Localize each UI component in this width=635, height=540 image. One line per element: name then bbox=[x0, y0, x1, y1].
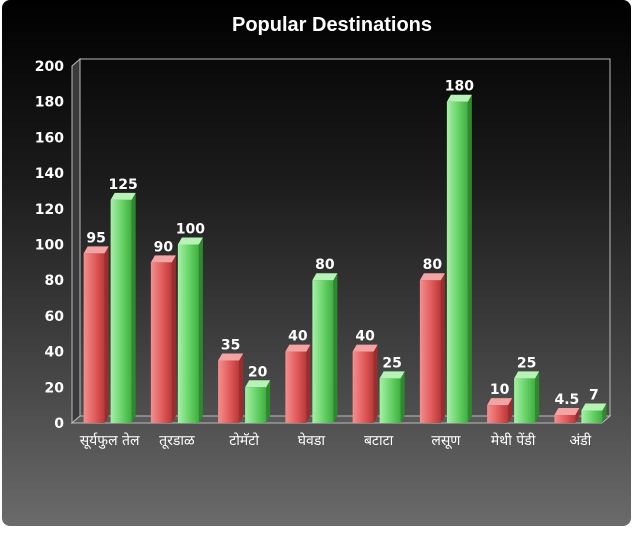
x-tick-label: लसूण bbox=[431, 433, 461, 449]
bar-side bbox=[535, 371, 540, 423]
bar-side bbox=[373, 344, 378, 423]
bar bbox=[352, 351, 374, 423]
bar-top bbox=[554, 407, 580, 415]
x-tick-label: मेथी पेंडी bbox=[491, 432, 536, 449]
bar-side bbox=[171, 255, 176, 423]
y-tick-label: 100 bbox=[35, 238, 64, 254]
bar-side bbox=[306, 344, 311, 423]
data-label: 180 bbox=[445, 79, 474, 95]
data-label: 125 bbox=[109, 177, 138, 193]
y-tick-label: 0 bbox=[54, 416, 64, 432]
bar bbox=[245, 387, 267, 423]
y-tick-label: 160 bbox=[35, 130, 64, 146]
bar bbox=[581, 410, 603, 423]
bar-side bbox=[440, 273, 445, 423]
bar-top bbox=[218, 353, 244, 361]
chart-title: Popular Destinations bbox=[232, 14, 432, 36]
bar-top bbox=[245, 380, 271, 388]
y-tick-label: 200 bbox=[35, 59, 64, 75]
data-label: 40 bbox=[288, 329, 308, 345]
y-tick-label: 120 bbox=[35, 202, 64, 218]
data-label: 90 bbox=[154, 239, 174, 255]
bar bbox=[285, 351, 307, 423]
bar-top bbox=[83, 246, 109, 254]
chart-frame: Popular Destinations 95 125 90 100 35 20 40 80 4… bbox=[2, 0, 631, 526]
y-tick-label: 20 bbox=[45, 380, 65, 396]
bar-top bbox=[285, 344, 311, 352]
bar-top bbox=[514, 371, 540, 379]
bar-side bbox=[198, 237, 203, 423]
data-label: 95 bbox=[86, 230, 105, 246]
bar-top bbox=[312, 273, 338, 281]
bar bbox=[177, 244, 199, 423]
bar bbox=[312, 280, 334, 423]
bar-chart: Popular Destinations 9512590100352040804… bbox=[35, 14, 612, 449]
bar-top bbox=[581, 403, 607, 411]
bar-side bbox=[131, 192, 136, 423]
left-wall bbox=[71, 57, 81, 425]
bar-side bbox=[266, 380, 271, 423]
bar bbox=[446, 101, 468, 423]
bar bbox=[554, 414, 576, 423]
x-tick-label: तूरडाळ bbox=[159, 433, 195, 449]
data-label: 25 bbox=[382, 355, 401, 371]
bar-top bbox=[446, 94, 472, 102]
bar-top bbox=[419, 273, 445, 281]
bar-top bbox=[352, 344, 378, 352]
axis-ticks: 0 20 40 60 80 100 120 140 160 180 200 सूर्यफुल तेल त… bbox=[35, 59, 592, 449]
bar-side bbox=[239, 353, 244, 423]
x-tick-label: बटाटा bbox=[364, 433, 394, 449]
data-label: 40 bbox=[355, 329, 375, 345]
y-tick-label: 60 bbox=[45, 309, 65, 325]
x-tick-label: अंडी bbox=[569, 432, 591, 449]
bar-top bbox=[379, 371, 405, 379]
x-tick-label: टोमॅटो bbox=[229, 432, 259, 449]
y-tick-label: 140 bbox=[35, 166, 64, 182]
bar-side bbox=[602, 403, 607, 423]
y-tick-label: 40 bbox=[45, 345, 65, 361]
bar bbox=[150, 262, 172, 423]
bar-side bbox=[467, 94, 472, 423]
bar bbox=[487, 405, 509, 423]
data-label: 100 bbox=[176, 222, 205, 238]
data-label: 80 bbox=[315, 257, 335, 273]
x-tick-label: सूर्यफुल तेल bbox=[80, 432, 140, 449]
bar-top bbox=[177, 237, 203, 245]
x-tick-label: घेवडा bbox=[298, 432, 326, 449]
bar-side bbox=[508, 398, 513, 423]
data-label: 10 bbox=[490, 382, 510, 398]
bar-top bbox=[110, 192, 136, 200]
axes bbox=[70, 57, 612, 425]
y-tick-label: 180 bbox=[35, 95, 64, 111]
bar-side bbox=[333, 273, 338, 423]
bar-side bbox=[575, 407, 580, 423]
data-label: 7 bbox=[589, 388, 599, 404]
data-label: 35 bbox=[221, 338, 240, 354]
bar bbox=[83, 253, 105, 423]
bars bbox=[83, 94, 607, 423]
bar bbox=[514, 378, 536, 423]
data-label: 80 bbox=[423, 257, 443, 273]
bar-side bbox=[400, 371, 405, 423]
bar-top bbox=[487, 398, 513, 406]
bar bbox=[110, 199, 132, 423]
data-label: 25 bbox=[517, 355, 536, 371]
data-label: 4.5 bbox=[554, 392, 579, 408]
bar-side bbox=[104, 246, 109, 423]
bar bbox=[419, 280, 441, 423]
y-tick-label: 80 bbox=[45, 273, 65, 289]
bar bbox=[379, 378, 401, 423]
bar-top bbox=[150, 255, 176, 263]
bar bbox=[218, 360, 240, 423]
data-label: 20 bbox=[248, 364, 268, 380]
